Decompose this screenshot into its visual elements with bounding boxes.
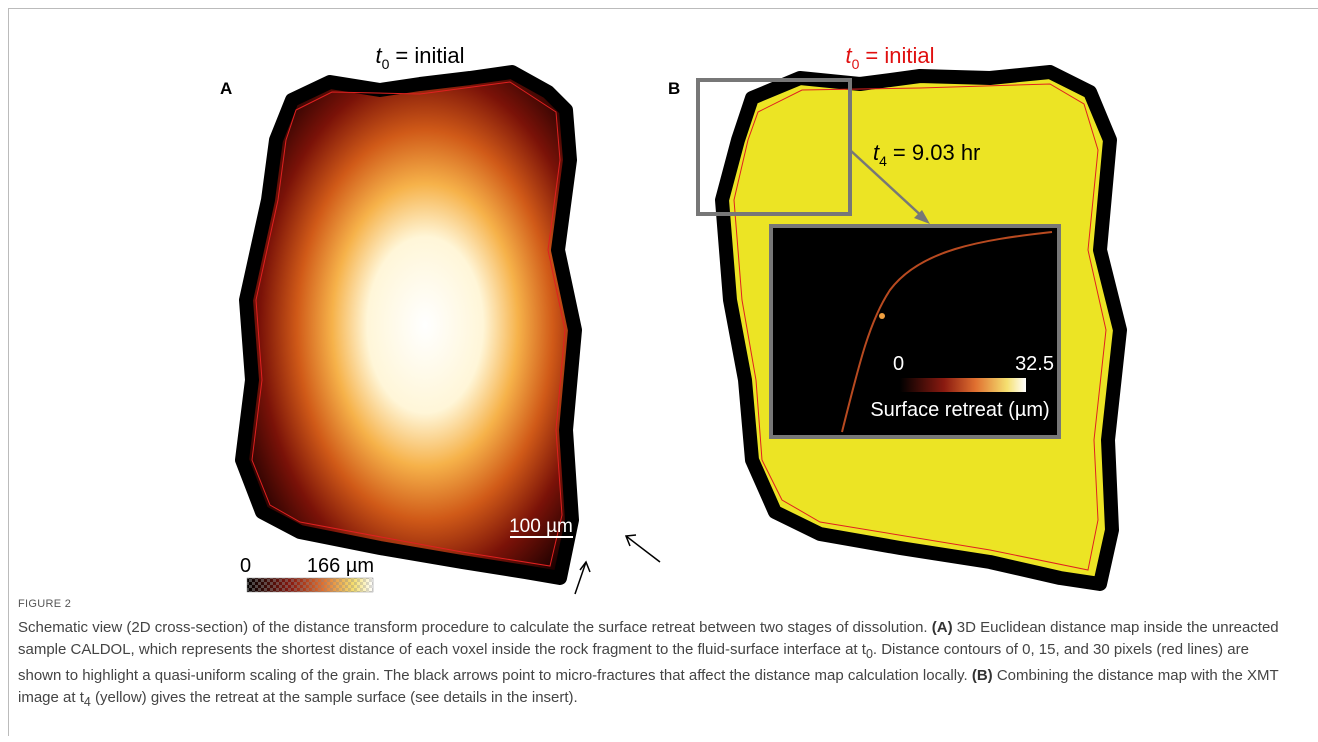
caption-text: 3D Euclidean distance map inside the unr…: [18, 619, 1279, 658]
arrow-head: [914, 210, 930, 224]
inset-label: Surface retreat (µm): [870, 399, 1049, 421]
caption-panel-ref: (B): [971, 667, 993, 684]
caption-panel-ref: (A): [931, 619, 953, 636]
colorbar-max: 32.5: [1015, 353, 1054, 375]
panel-title: t0 = initial: [375, 43, 464, 72]
title-var: t: [845, 43, 852, 68]
caption: Schematic view (2D cross-section) of the…: [18, 617, 1293, 713]
arrow-head: [579, 560, 591, 573]
colorbar-max: 166 µm: [307, 555, 374, 577]
caption-text: . Distance contours of 0, 15, and 30 pix…: [18, 641, 1249, 684]
scale-bar-label: 100 µm: [509, 516, 573, 537]
arrow: [574, 561, 587, 595]
zoom-arrow: [849, 149, 927, 221]
contour: [251, 81, 566, 567]
title-var: t: [375, 43, 382, 68]
caption-sub: 4: [83, 695, 91, 709]
colorbar-min: 0: [893, 353, 904, 375]
colorbar-check: [247, 578, 373, 592]
colorbar-check: [900, 378, 1026, 392]
colorbar-min: 0: [240, 555, 251, 577]
retreat-curve: [841, 231, 1053, 433]
annotation-var: t: [873, 140, 880, 165]
title-sub: 0: [852, 56, 860, 72]
contour: [733, 83, 1107, 571]
title-sub: 0: [382, 56, 390, 72]
panel-label: A: [220, 79, 232, 98]
title-text: = initial: [395, 43, 464, 68]
caption-text: (yellow) gives the retreat at the sample…: [90, 689, 578, 706]
arrow: [625, 535, 661, 563]
annotation-text: = 9.03 hr: [893, 140, 980, 165]
annotation: t4 = 9.03 hr: [873, 140, 980, 169]
figure-frame: [8, 8, 1318, 736]
caption-text: Combining the distance map with the XMT …: [18, 667, 1279, 706]
caption-sub: 0: [865, 647, 873, 661]
panel-title: t0 = initial: [845, 43, 934, 72]
annotation-sub: 4: [879, 153, 887, 169]
caption-text: Schematic view (2D cross-section) of the…: [18, 619, 932, 636]
title-text: = initial: [865, 43, 934, 68]
panel-label: B: [668, 79, 680, 98]
arrow-head: [624, 534, 637, 547]
grain-a: [235, 65, 582, 585]
figure-image: t0 = initial t0 = initial A B t4 = 9.03 hr …: [220, 43, 1127, 595]
figure-label: FIGURE 2: [18, 598, 72, 610]
retreat-spot: [879, 313, 885, 319]
zoom-box: [696, 78, 852, 216]
inset: [769, 224, 1061, 439]
